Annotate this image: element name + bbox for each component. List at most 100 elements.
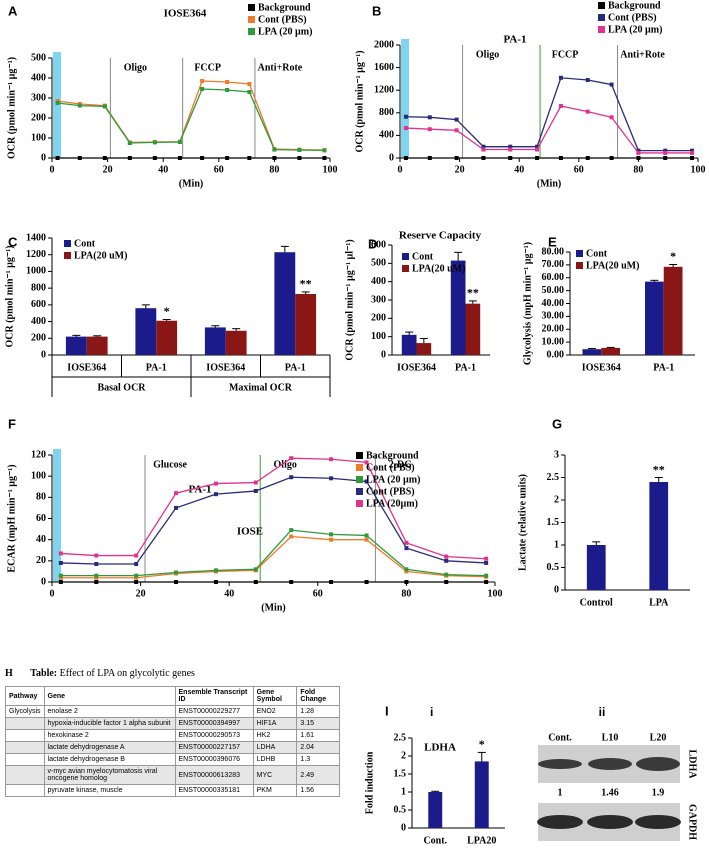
error-bar <box>162 318 171 321</box>
blot-band <box>587 815 633 829</box>
y-tick-label: 400 <box>371 276 386 287</box>
data-point <box>322 156 327 160</box>
data-point <box>609 115 614 120</box>
table-row: Glycolysis enolase 2 ENST00000229277 ENO2 1.… <box>5 705 340 718</box>
lane-label: L20 <box>650 732 667 743</box>
data-point <box>272 156 277 160</box>
data-point <box>55 101 60 105</box>
table-title: Effect of LPA on glycolytic genes <box>59 668 195 679</box>
bar <box>65 336 87 355</box>
y-tick-label: 0 <box>389 152 394 163</box>
header-cell: Gene <box>43 686 176 706</box>
y-tick-label: 2000 <box>374 39 394 50</box>
series-line <box>60 535 487 579</box>
data-point <box>94 573 99 578</box>
data-point <box>213 492 218 497</box>
data-point <box>481 144 486 149</box>
y-tick-label: 60 <box>36 513 46 524</box>
y-tick-label: 80 <box>36 492 46 503</box>
legend-swatch <box>64 240 71 247</box>
data-point <box>247 82 252 86</box>
data-point <box>127 141 132 145</box>
bar <box>401 334 417 355</box>
legend-swatch <box>402 265 409 272</box>
panel-letter: C <box>8 234 18 249</box>
data-point <box>329 457 334 462</box>
data-point <box>247 156 252 160</box>
significance: * <box>164 304 170 318</box>
y-tick-label: 40 <box>36 534 46 545</box>
significance: * <box>670 249 676 263</box>
panel-letter: B <box>372 3 381 18</box>
data-point <box>152 156 157 160</box>
data-point <box>55 156 60 160</box>
y-tick-label: 70.00 <box>542 259 565 270</box>
data-point <box>289 580 294 584</box>
legend-swatch <box>356 500 363 507</box>
data-point <box>329 532 334 537</box>
error-bar <box>211 325 220 328</box>
x-tick-label: 60 <box>214 164 224 175</box>
x-tick-label: Control <box>580 597 613 608</box>
x-tick-label: 40 <box>224 588 234 599</box>
data-point <box>213 580 218 584</box>
data-point <box>427 115 432 120</box>
y-tick-label: 1.5 <box>547 517 560 528</box>
y-tick-label: 2 <box>401 750 406 761</box>
injection-label: 2-DG <box>389 459 413 470</box>
x-tick-label: 20 <box>103 164 113 175</box>
data-point <box>403 114 408 119</box>
y-tick-label: 0.5 <box>394 804 407 815</box>
table-cell: 2.04 <box>296 741 340 754</box>
error-bar <box>431 790 440 792</box>
data-point <box>535 147 540 152</box>
bar <box>225 330 247 355</box>
data-point <box>297 148 302 152</box>
data-point <box>77 156 82 160</box>
y-tick-label: 2.5 <box>547 472 560 483</box>
data-point <box>102 156 107 160</box>
data-point <box>484 560 489 565</box>
table-row: pyruvate kinase, muscle ENST00000335181 PK… <box>5 784 340 797</box>
gene-table: Pathway Gene Ensemble Transcript ID Gene Sy… <box>5 686 340 797</box>
bar <box>649 482 669 590</box>
data-point <box>690 148 695 153</box>
data-point <box>558 156 563 160</box>
data-point <box>508 147 513 152</box>
error-bar <box>72 334 81 337</box>
y-tick-label: 100 <box>371 331 386 342</box>
data-point <box>558 75 563 80</box>
panel-letter: I <box>385 703 389 718</box>
error-bar <box>468 300 477 304</box>
significance: * <box>479 737 485 751</box>
x-tick-label: PA-1 <box>285 362 306 373</box>
error-bar <box>650 279 659 282</box>
y-tick-label: 400 <box>31 72 46 83</box>
data-point <box>404 567 409 572</box>
group-label: Basal OCR <box>97 382 146 393</box>
error-bar <box>419 338 428 344</box>
injection-label: Anti+Rote <box>620 49 665 60</box>
data-point <box>404 580 409 584</box>
data-point <box>58 580 63 584</box>
data-point <box>329 476 334 481</box>
y-tick-label: 1200 <box>374 84 394 95</box>
data-point <box>134 573 139 578</box>
legend-label: Cont <box>74 238 96 249</box>
table-cell: MYC <box>252 765 298 785</box>
error-bar <box>141 304 150 309</box>
bar <box>156 320 178 355</box>
table-cell: ENST00000290573 <box>174 729 254 742</box>
data-point <box>329 580 334 584</box>
data-point <box>636 150 641 155</box>
y-tick-label: 60.00 <box>542 272 565 283</box>
data-point <box>225 156 230 160</box>
data-point <box>663 156 668 160</box>
data-point <box>94 553 99 558</box>
table-cell: ENST00000227157 <box>174 741 254 754</box>
x-tick-label: 100 <box>323 164 338 175</box>
error-bar <box>301 291 310 294</box>
data-point <box>289 456 294 461</box>
y-tick-label: 800 <box>31 282 46 293</box>
